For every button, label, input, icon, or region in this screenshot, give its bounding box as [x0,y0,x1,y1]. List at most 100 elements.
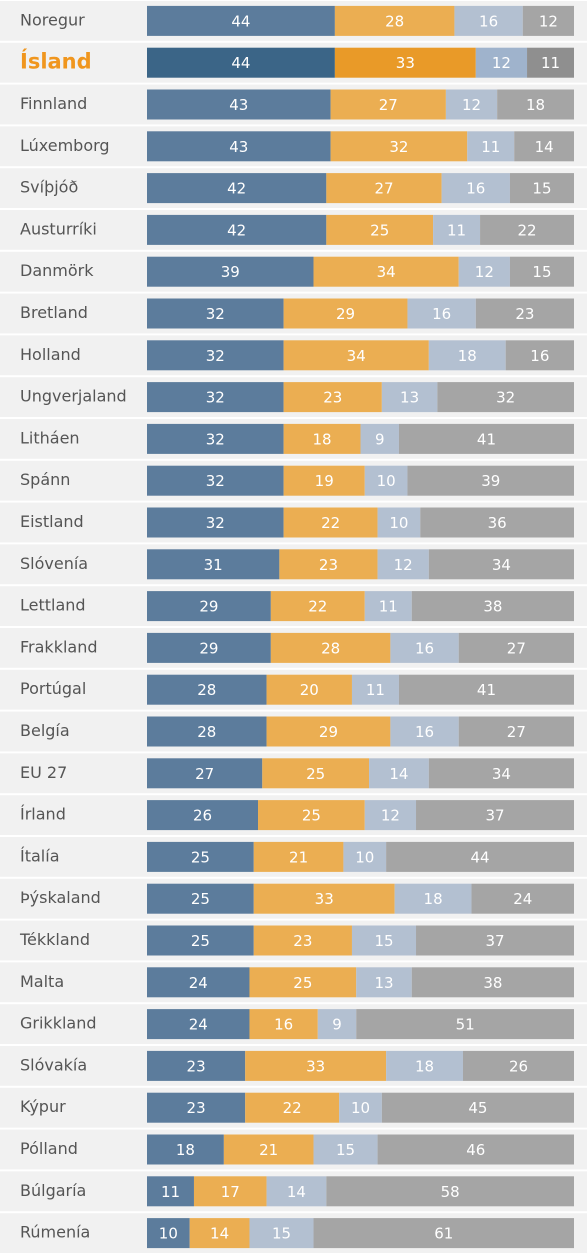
value-label: 18 [424,890,443,908]
value-label: 22 [517,221,536,239]
bar-segment [351,674,399,705]
value-label: 41 [477,681,496,699]
value-label: 14 [535,138,554,156]
value-label: 37 [485,807,504,825]
bar-segment [262,758,370,789]
bar-segment [147,1009,250,1040]
value-label: 15 [532,180,551,198]
bar-segment [189,1218,250,1249]
value-label: 16 [274,1016,293,1034]
bar-segment [249,1218,314,1249]
value-label: 33 [315,890,334,908]
bar-segment [326,214,434,245]
category-label: Svíþjóð [20,178,78,197]
category-label: Ungverjaland [20,387,127,406]
bar-segment [386,1050,463,1081]
value-label: 13 [374,974,393,992]
category-label: Grikkland [20,1014,97,1033]
value-label: 25 [191,932,210,950]
bar-segment [386,841,574,872]
bar-segment [245,1050,387,1081]
bar-segment [398,423,574,454]
bar-segment [147,716,267,747]
value-label: 44 [231,54,250,72]
value-label: 16 [415,639,434,657]
value-label: 33 [306,1057,325,1075]
value-label: 23 [319,556,338,574]
bar-segment [147,423,284,454]
bar-segment [339,1092,382,1123]
value-label: 26 [509,1057,528,1075]
bar-segment [364,591,412,622]
value-label: 17 [221,1183,240,1201]
bar-segment [147,1176,194,1207]
value-label: 34 [492,556,511,574]
value-label: 12 [462,96,481,114]
value-label: 19 [315,472,334,490]
value-label: 42 [227,180,246,198]
bar-segment [147,549,280,580]
value-label: 24 [513,890,532,908]
bar-segment [471,883,574,914]
bar-segment [147,1050,246,1081]
bar-segment [266,674,352,705]
bar-segment [253,841,344,872]
value-label: 16 [530,347,549,365]
bar-segment [313,1134,378,1165]
value-label: 44 [471,848,490,866]
category-label: Bretland [20,303,88,322]
bar-segment [527,47,574,78]
value-label: 10 [377,472,396,490]
bar-segment [522,5,574,36]
value-label: 25 [370,221,389,239]
bar-segment [420,507,574,538]
value-label: 43 [229,96,248,114]
bar-segment [416,925,574,956]
value-label: 22 [283,1099,302,1117]
bar-segment [509,173,574,204]
bar-segment [283,340,429,371]
value-label: 32 [206,347,225,365]
value-label: 39 [221,263,240,281]
bar-segment [330,131,468,162]
bar-segment [147,131,331,162]
value-label: 25 [293,974,312,992]
bar-segment [147,1092,246,1123]
bar-segment [147,47,335,78]
bar-segment [283,507,378,538]
value-label: 34 [377,263,396,281]
bar-segment [390,716,459,747]
value-label: 15 [272,1225,291,1243]
bar-segment [480,214,574,245]
bar-segment [147,883,254,914]
bar-segment [147,632,271,663]
value-label: 27 [507,639,526,657]
bar-segment [270,632,391,663]
bar-segment [364,800,417,831]
category-label: Lettland [20,596,86,615]
value-label: 18 [458,347,477,365]
bar-segment [313,256,459,287]
bar-segment [458,716,574,747]
value-label: 23 [187,1099,206,1117]
value-label: 32 [206,514,225,532]
value-label: 24 [189,1016,208,1034]
value-label: 22 [308,598,327,616]
value-label: 14 [210,1225,229,1243]
bar-segment [147,214,327,245]
value-label: 36 [488,514,507,532]
bar-segment [364,465,408,496]
value-label: 11 [541,54,560,72]
bar-segment [428,549,574,580]
bar-segment [249,967,357,998]
value-label: 38 [483,974,502,992]
bar-segment [360,423,399,454]
value-label: 29 [199,639,218,657]
value-label: 10 [351,1099,370,1117]
value-label: 28 [321,639,340,657]
bar-segment [253,925,352,956]
bar-segment [497,89,574,120]
value-label: 29 [319,723,338,741]
bar-segment [147,5,335,36]
category-label: Holland [20,345,81,364]
